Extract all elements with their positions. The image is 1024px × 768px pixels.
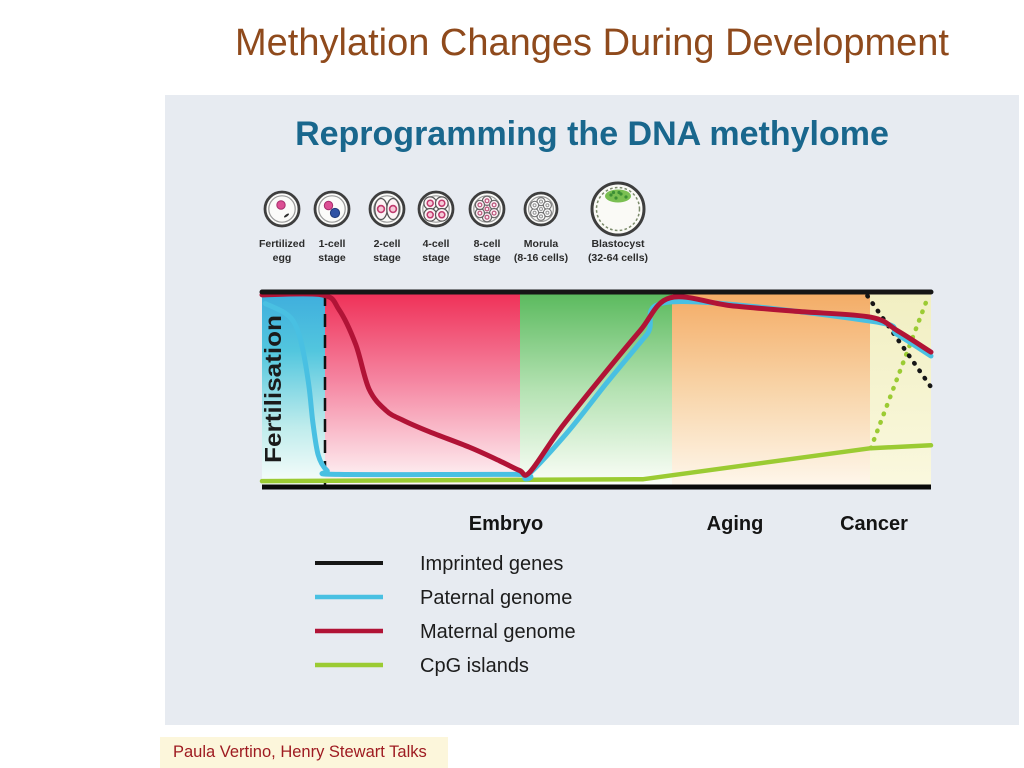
legend-label: CpG islands	[420, 655, 529, 677]
stage-label: 2-cell	[374, 238, 401, 250]
region-cancer	[870, 293, 931, 485]
slide-title: Methylation Changes During Development	[235, 22, 949, 64]
stage-label: egg	[273, 252, 292, 264]
stage-label: stage	[422, 252, 450, 264]
imprinted-genes-cancer-dotted-line	[865, 293, 934, 390]
x-label-embryo: Embryo	[469, 513, 543, 535]
four-cell-stage-icon: 4-cell stage	[417, 190, 455, 264]
cpg-islands-cancer-dotted-line	[868, 295, 930, 451]
stage-label: 8-cell	[474, 238, 501, 250]
methylome-diagram: Fertilized egg 1-cell stage	[259, 181, 934, 677]
figure-title: Reprogramming the DNA methylome	[295, 115, 889, 153]
two-cell-stage-icon: 2-cell stage	[368, 190, 406, 264]
blastocyst-icon: Blastocyst (32-64 cells)	[588, 181, 648, 264]
stage-label: 4-cell	[423, 238, 450, 250]
stage-label: Morula	[524, 238, 559, 250]
maternal-genome-curve	[259, 291, 934, 478]
eight-cell-stage-icon: 8-cell stage	[468, 190, 506, 264]
figure-panel: Reprogramming the DNA methylome	[165, 95, 1019, 725]
one-cell-stage-icon: 1-cell stage	[313, 190, 351, 264]
caption-box: Paula Vertino, Henry Stewart Talks	[160, 737, 448, 768]
legend-label: Imprinted genes	[420, 553, 563, 575]
stage-label: Fertilized	[259, 238, 305, 250]
fertilisation-axis-label: Fertilisation	[260, 315, 286, 463]
chart-legend: Imprinted genes Paternal genome Maternal…	[315, 553, 576, 677]
stage-label: (8-16 cells)	[514, 252, 568, 264]
stage-label: 1-cell	[319, 238, 346, 250]
stage-row: Fertilized egg 1-cell stage	[259, 181, 648, 264]
x-label-cancer: Cancer	[840, 513, 908, 535]
morula-icon: Morula (8-16 cells)	[514, 191, 568, 264]
region-aging	[672, 293, 870, 485]
methylation-chart: Fertilisation Embryo Aging Cancer	[259, 289, 934, 535]
stage-label: stage	[373, 252, 401, 264]
stage-label: Blastocyst	[591, 238, 645, 250]
legend-label: Paternal genome	[420, 587, 572, 609]
caption-text: Paula Vertino, Henry Stewart Talks	[173, 743, 427, 761]
cpg-islands-line	[259, 443, 934, 484]
legend-label: Maternal genome	[420, 621, 576, 643]
fertilized-egg-icon: Fertilized egg	[259, 190, 305, 264]
stage-label: stage	[318, 252, 346, 264]
x-label-aging: Aging	[707, 513, 764, 535]
stage-label: (32-64 cells)	[588, 252, 648, 264]
stage-label: stage	[473, 252, 501, 264]
